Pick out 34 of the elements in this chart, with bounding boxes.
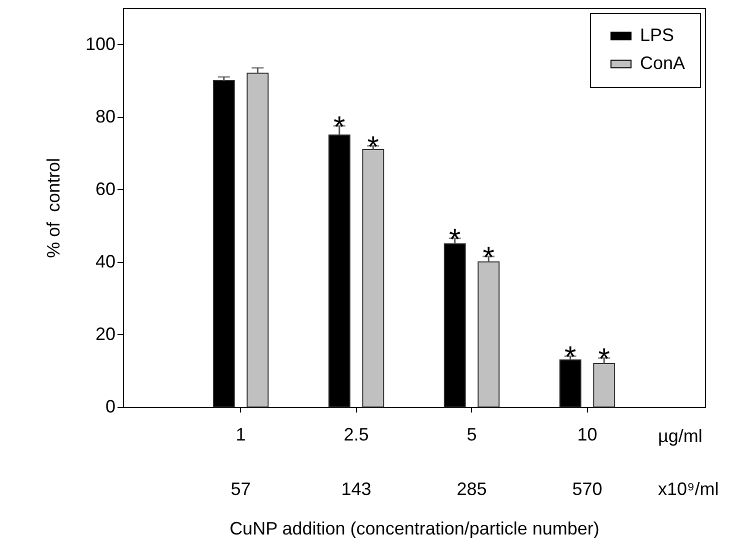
legend-label: LPS	[640, 25, 674, 45]
text: 285	[456, 479, 487, 499]
legend-label: ConA	[640, 53, 686, 73]
bar	[362, 148, 384, 408]
text: x10⁹/ml	[658, 479, 719, 499]
text: 570	[572, 479, 602, 499]
text: µg/ml	[658, 426, 702, 446]
y-tick-label: 60	[95, 178, 116, 199]
bar	[478, 261, 500, 408]
data-label: *	[449, 223, 462, 256]
x-axis-title: CuNP addition (concentration/particle number)	[230, 518, 600, 538]
bar	[246, 72, 269, 408]
y-axis-title: % of control	[43, 158, 64, 258]
bar	[212, 80, 235, 408]
bar	[593, 362, 616, 408]
x-tick-label: 10	[577, 424, 598, 444]
bar	[559, 359, 582, 408]
data-label: *	[334, 110, 346, 144]
x-tick-label: 1	[236, 424, 246, 444]
data-label: *	[598, 343, 610, 376]
x-tick-label: 5	[466, 424, 477, 444]
y-tick-label: 100	[85, 34, 116, 54]
text: 57	[230, 479, 251, 499]
y-tick-label: 0	[105, 396, 116, 416]
x-tick-label: 2.5	[344, 424, 369, 444]
bar	[444, 243, 466, 408]
y-tick-label: 80	[95, 106, 116, 126]
data-label: *	[564, 341, 576, 374]
data-label: *	[482, 241, 495, 274]
y-tick-label: 40	[95, 251, 116, 272]
y-tick-label: 20	[95, 324, 116, 344]
text: 143	[341, 479, 372, 499]
data-label: *	[367, 130, 380, 164]
bar	[328, 134, 350, 408]
